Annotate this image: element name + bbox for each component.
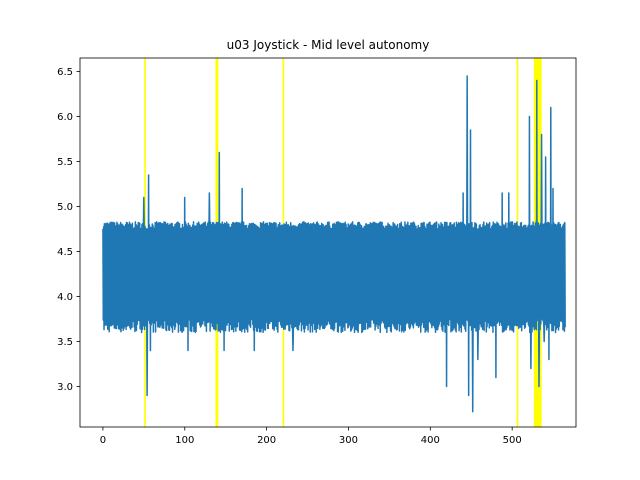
y-tick-label: 5.0	[57, 202, 73, 213]
chart-title: u03 Joystick - Mid level autonomy	[227, 38, 430, 52]
y-axis: 3.0 3.5 4.0 4.5 5.0 5.5 6.0 6.5	[57, 67, 80, 393]
y-tick-label: 5.5	[57, 157, 73, 168]
x-tick-label: 100	[175, 435, 194, 446]
series-line-group	[102, 75, 566, 413]
y-tick-label: 3.5	[57, 337, 73, 348]
x-tick-label: 200	[257, 435, 276, 446]
plot-frame	[79, 57, 577, 428]
x-tick-label: 400	[421, 435, 440, 446]
series-line	[102, 75, 566, 413]
x-tick-label: 0	[100, 435, 106, 446]
y-tick-label: 3.0	[57, 382, 73, 393]
y-tick-label: 6.5	[57, 67, 73, 78]
x-tick-label: 300	[339, 435, 358, 446]
x-tick-label: 500	[503, 435, 522, 446]
y-tick-label: 4.0	[57, 292, 73, 303]
y-tick-label: 4.5	[57, 247, 73, 258]
y-tick-label: 6.0	[57, 112, 73, 123]
x-axis: 0 100 200 300 400 500	[100, 427, 522, 446]
